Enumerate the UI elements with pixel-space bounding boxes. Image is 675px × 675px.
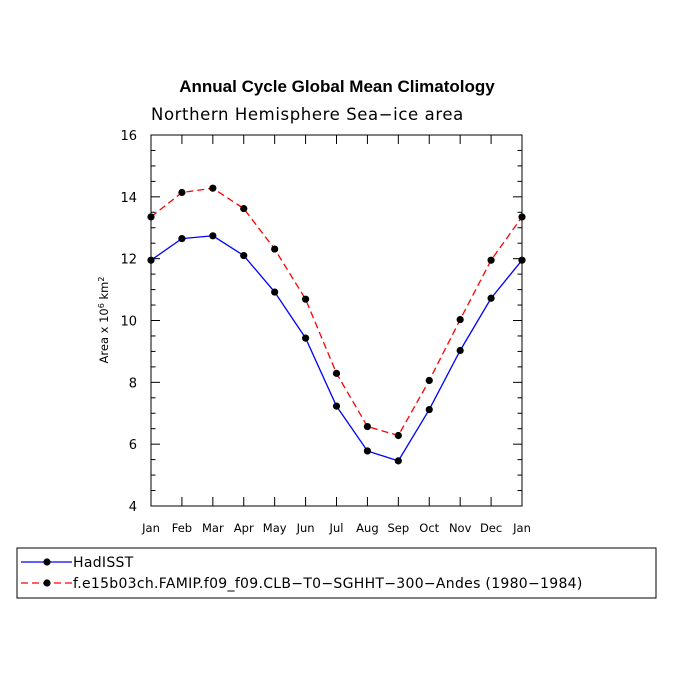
x-tick-label: Jan [141,521,160,535]
series-1-point [301,295,310,303]
x-tick-label: May [263,521,287,535]
y-tick-label: 16 [120,129,137,144]
series-0-point [209,232,217,240]
x-tick-label: Jul [329,521,344,535]
series-1-point [363,422,372,431]
series-1-point [332,369,341,377]
series-0-point [518,256,526,264]
series-0-point [147,256,155,264]
series-1-point [271,245,279,253]
y-tick-label: 6 [129,438,137,453]
series-0-point [332,402,341,410]
y-tick-label: 10 [120,315,137,330]
y-axis-label: Area x 106 km2 [97,277,112,364]
series-0-point [425,405,433,414]
x-tick-label: Apr [234,521,254,535]
x-tick-label: Jun [296,521,315,535]
series-1-point [209,184,217,192]
x-tick-labels: Jan Feb Mar Apr May Jun Jul Aug Sep Oct Nov Dec Jan [141,521,531,535]
series-layer [147,184,526,465]
legend: HadISST f.e15b03ch.FAMIP.f09_f09.CLB−T0−… [16,547,657,599]
series-0-point [301,334,310,342]
series-1-point [518,213,526,221]
series-0-point [363,447,372,455]
y-axis-label-exponent: 6 [97,303,106,308]
x-tick-label: Sep [387,521,409,535]
plot-frame [150,134,523,507]
x-tick-label: Feb [172,521,192,535]
y-tick-label: 14 [120,191,137,206]
chart-subtitle: Northern Hemisphere Sea−ice area [151,105,464,124]
axis-ticks [150,134,523,507]
x-tick-label: Aug [356,521,378,535]
series-line-1 [150,187,523,437]
x-tick-label: Nov [449,521,472,535]
series-0-point [487,294,495,302]
x-tick-label: Oct [419,521,439,535]
series-0-point [240,251,248,260]
x-tick-label: Jan [512,521,531,535]
legend-marker-hadisst [43,558,51,566]
series-1-point [425,376,433,385]
series-1-point [394,431,402,440]
y-tick-label: 4 [129,500,137,515]
series-line-0 [150,235,523,462]
legend-label-hadisst: HadISST [73,555,134,571]
series-1-point [178,188,186,197]
series-0-point [394,457,402,465]
legend-label-model: f.e15b03ch.FAMIP.f09_f09.CLB−T0−SGHHT−30… [73,576,583,592]
series-0-point [271,288,279,296]
series-0-point [456,346,464,355]
x-tick-label: Mar [202,521,224,535]
series-1-point [487,256,495,264]
legend-marker-model [43,579,51,587]
series-1-point [456,315,464,324]
y-tick-label: 12 [120,253,137,268]
series-0-point [178,234,186,243]
x-tick-label: Dec [480,521,502,535]
y-tick-label: 8 [129,376,137,391]
legend-box [16,547,657,599]
series-1-point [240,204,248,213]
series-1-point [147,213,155,221]
chart-title: Annual Cycle Global Mean Climatology [179,77,495,96]
y-tick-labels: 4 6 8 10 12 14 16 [120,129,137,515]
y-axis-label-unit-exponent: 2 [97,277,106,282]
y-axis-label-main: Area x 10 [97,308,111,363]
y-axis-label-unit: km [97,282,111,304]
